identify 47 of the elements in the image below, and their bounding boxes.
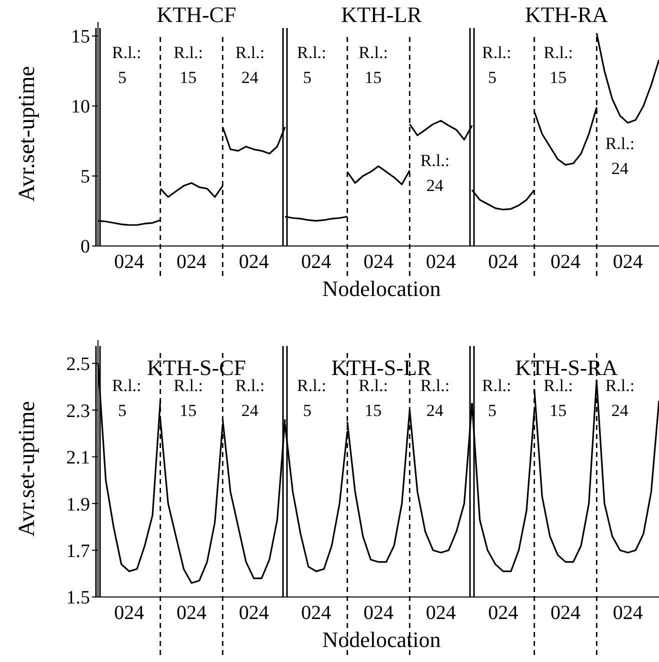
x-tick-label: 024 — [238, 251, 269, 274]
annotation: R.l.: 24 — [419, 150, 451, 197]
x-tick-label: 024 — [488, 251, 518, 274]
x-tick-label: 024 — [488, 602, 518, 624]
y-tick-label: 1.5 — [66, 588, 90, 609]
y-tick-label: 10 — [71, 96, 90, 118]
x-axis-title: Nodelocation — [321, 276, 442, 302]
x-tick-label: 024 — [550, 602, 580, 624]
y-tick-label: 15 — [71, 26, 90, 48]
y-tick-label: 2.1 — [66, 448, 90, 469]
annotation: KTH-CF — [156, 2, 238, 28]
x-tick-label: 024 — [364, 602, 394, 624]
x-tick-label: 024 — [612, 602, 643, 624]
y-axis-title: Avr.set-uptime — [14, 66, 40, 202]
x-tick-label: 024 — [176, 251, 206, 274]
x-tick-label: 024 — [550, 251, 580, 274]
x-tick-label: 024 — [426, 602, 456, 624]
x-tick-label: 024 — [301, 602, 332, 624]
annotation: R.l.: 5 — [481, 376, 512, 422]
x-tick-label: 024 — [114, 602, 144, 624]
y-tick-label: 2.3 — [66, 400, 90, 422]
annotation: KTH-LR — [340, 2, 423, 28]
y-axis-title: Avr.set-uptime — [14, 400, 40, 536]
annotation: R.l.: 5 — [111, 42, 142, 89]
annotation: R.l.: 15 — [172, 42, 204, 89]
x-tick-label: 024 — [114, 251, 144, 274]
y-tick-label: 1.7 — [66, 541, 90, 562]
x-tick-label: 024 — [426, 251, 456, 274]
annotation: R.l.: 24 — [234, 42, 266, 89]
x-tick-label: 024 — [176, 602, 206, 624]
annotation: R.l.: 5 — [296, 376, 328, 422]
annotation: R.l.: 5 — [111, 376, 142, 422]
x-tick-label: 024 — [612, 251, 643, 274]
annotation: R.l.: 15 — [358, 42, 389, 89]
y-tick-label: 5 — [80, 166, 90, 188]
y-tick-label: 1.9 — [66, 494, 90, 516]
annotation: R.l.: 5 — [296, 42, 328, 89]
x-tick-label: 024 — [301, 251, 332, 274]
annotation: R.l.: 15 — [542, 42, 574, 89]
x-axis-title: Nodelocation — [321, 627, 442, 653]
annotation: R.l.: 24 — [604, 132, 636, 180]
annotation: R.l.: 5 — [481, 42, 512, 89]
x-tick-label: 024 — [364, 251, 394, 274]
y-tick-label: 0 — [80, 236, 90, 258]
x-tick-label: 024 — [238, 602, 269, 624]
annotation: KTH-RA — [524, 2, 610, 28]
y-tick-label: 2.5 — [66, 354, 90, 376]
